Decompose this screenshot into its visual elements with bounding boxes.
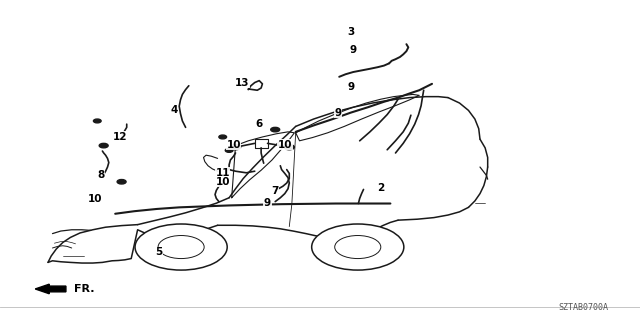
Text: 7: 7 xyxy=(271,186,279,196)
Circle shape xyxy=(230,145,241,150)
Circle shape xyxy=(225,148,233,152)
Text: 2: 2 xyxy=(377,183,385,193)
Circle shape xyxy=(219,135,227,139)
Text: 10: 10 xyxy=(216,177,230,187)
Text: FR.: FR. xyxy=(74,284,95,294)
Circle shape xyxy=(335,236,381,259)
Circle shape xyxy=(117,180,126,184)
Text: 9: 9 xyxy=(349,44,357,55)
Text: 4: 4 xyxy=(170,105,178,116)
Text: 13: 13 xyxy=(235,77,249,88)
Text: 9: 9 xyxy=(347,82,355,92)
Circle shape xyxy=(271,127,280,132)
Text: 9: 9 xyxy=(264,198,271,208)
Text: 6: 6 xyxy=(255,119,263,129)
Circle shape xyxy=(312,224,404,270)
Text: 9: 9 xyxy=(334,108,342,118)
Text: 10: 10 xyxy=(88,194,102,204)
Text: 10: 10 xyxy=(227,140,241,150)
Circle shape xyxy=(135,224,227,270)
Circle shape xyxy=(99,143,108,148)
Circle shape xyxy=(284,145,294,150)
Text: 8: 8 xyxy=(97,170,105,180)
Text: 11: 11 xyxy=(216,168,230,178)
Text: 3: 3 xyxy=(347,27,355,37)
Text: 10: 10 xyxy=(278,140,292,150)
Text: SZTAB0700A: SZTAB0700A xyxy=(558,303,608,312)
Circle shape xyxy=(93,119,101,123)
FancyArrow shape xyxy=(35,284,66,294)
Circle shape xyxy=(158,236,204,259)
Text: 12: 12 xyxy=(113,132,127,142)
Text: 5: 5 xyxy=(155,247,163,257)
